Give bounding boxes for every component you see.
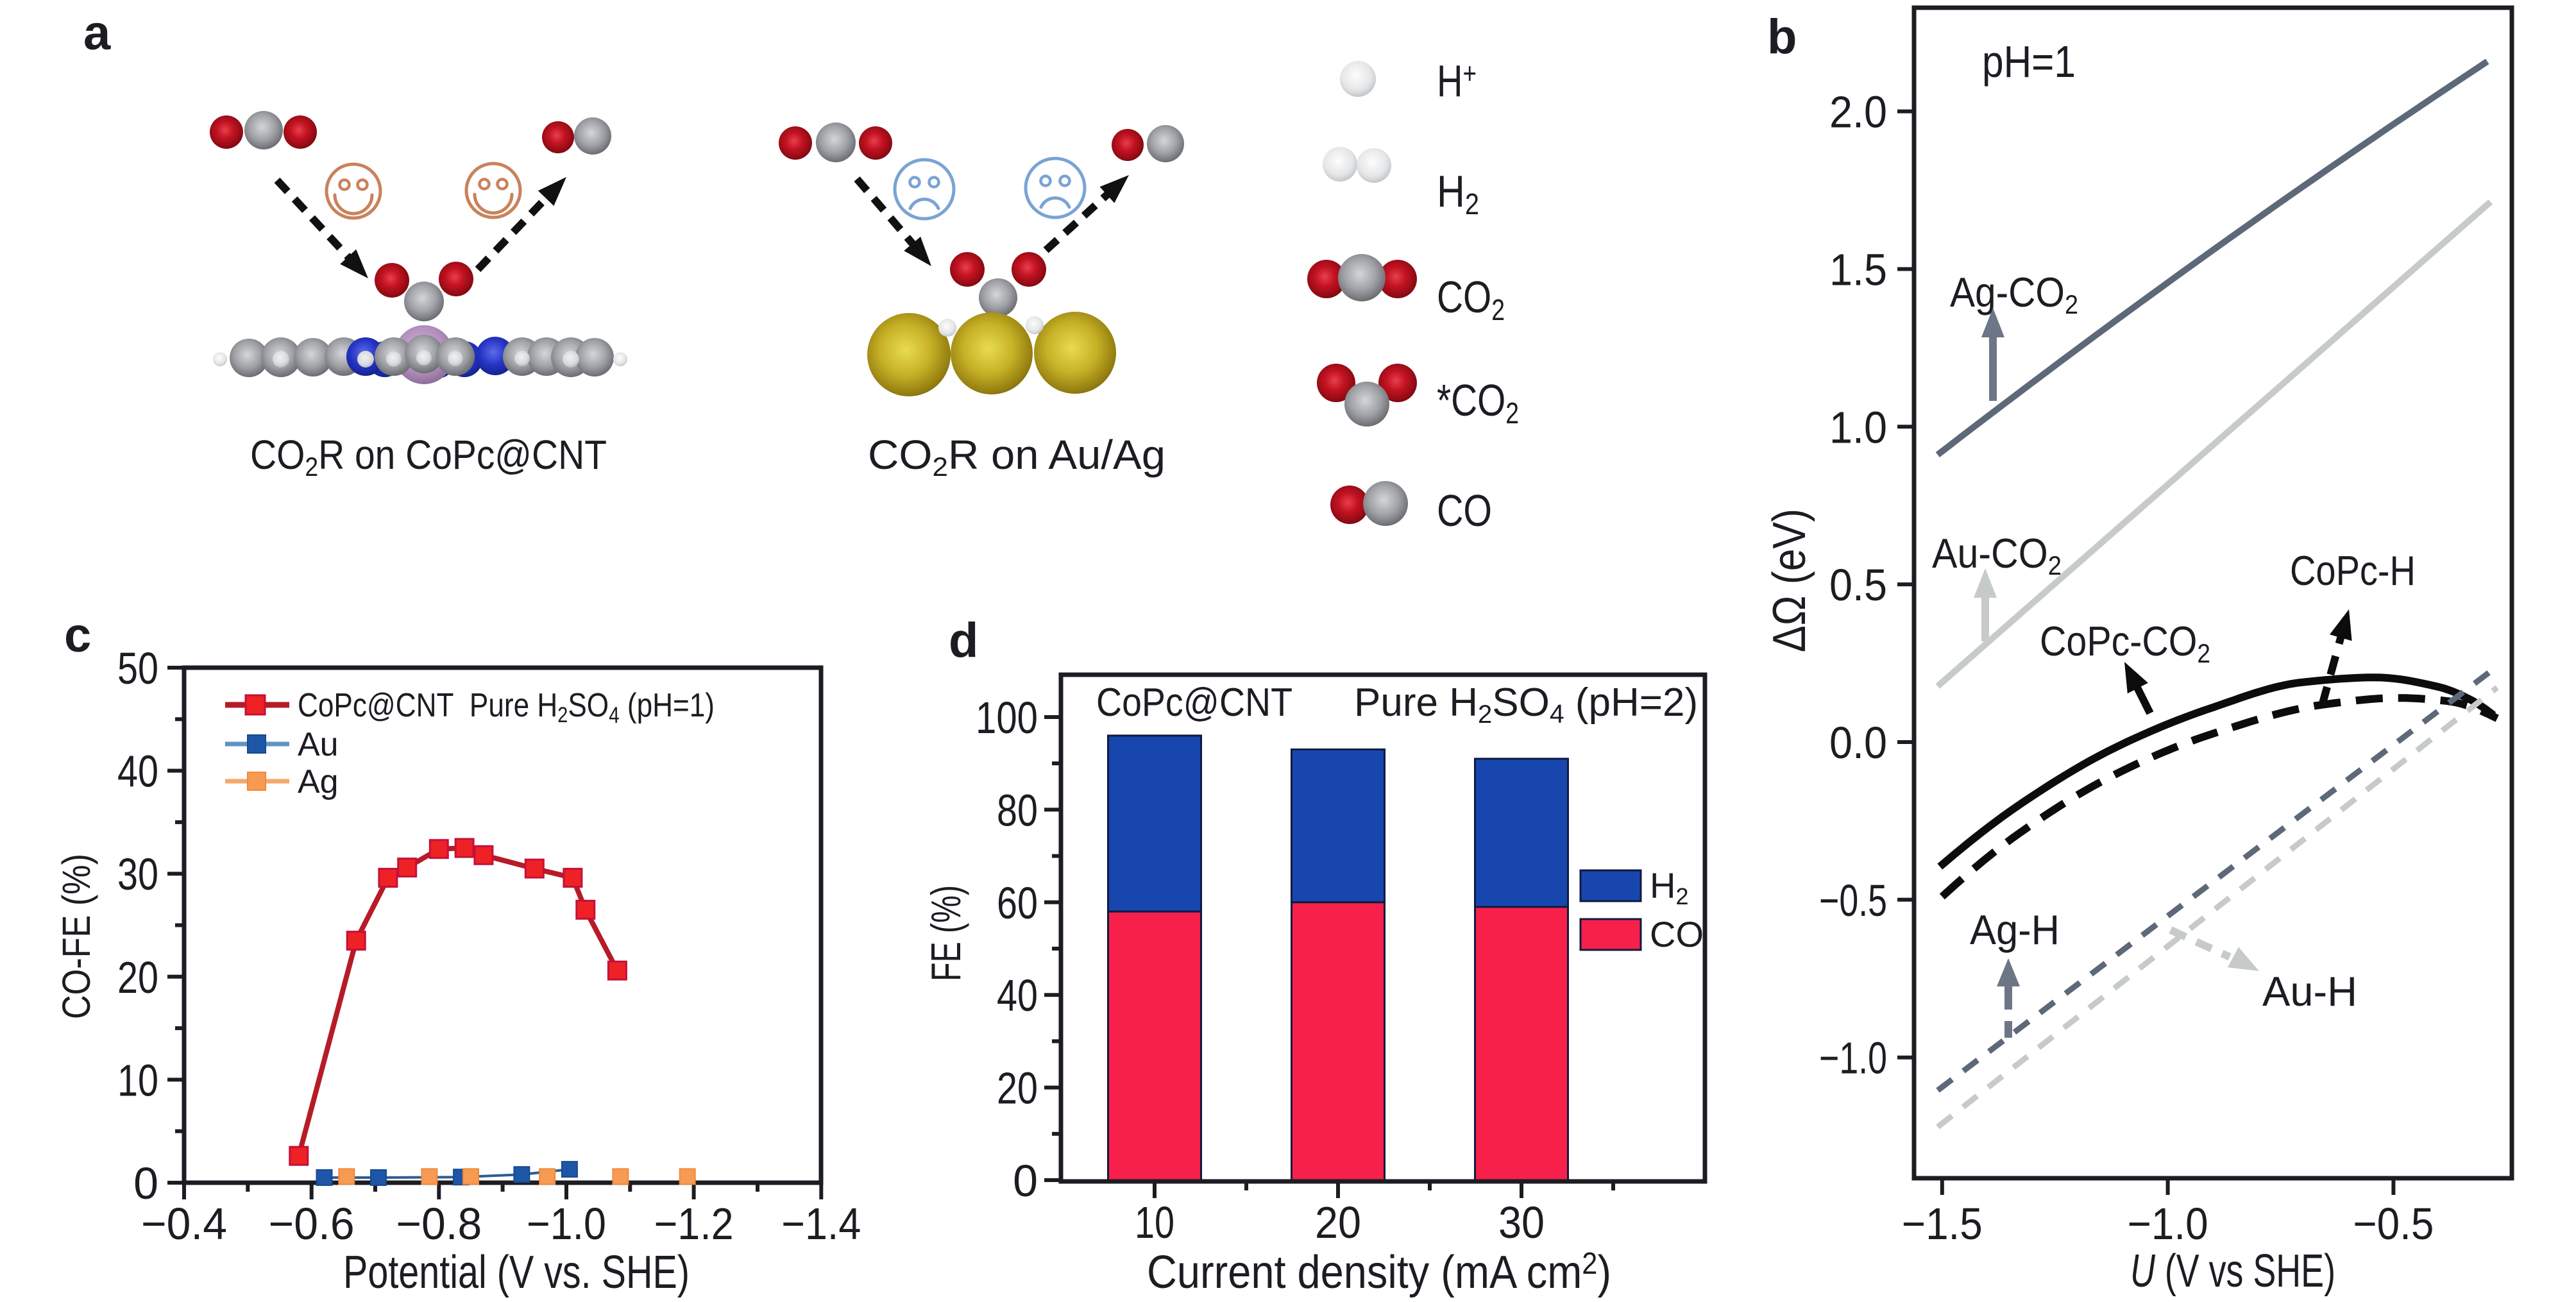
svg-text:Au-H: Au-H xyxy=(2262,968,2357,1015)
svg-text:40: 40 xyxy=(997,970,1038,1020)
svg-text:60: 60 xyxy=(997,878,1038,928)
svg-text:*CO2: *CO2 xyxy=(1437,375,1519,430)
svg-text:CoPc@CNT Pure H2SO4 (pH=1): CoPc@CNT Pure H2SO4 (pH=1) xyxy=(298,687,715,728)
svg-text:CoPc-H: CoPc-H xyxy=(2290,547,2416,594)
svg-text:pH=1: pH=1 xyxy=(1982,37,2076,87)
svg-text:20: 20 xyxy=(997,1063,1038,1113)
svg-text:CoPc-CO2: CoPc-CO2 xyxy=(2040,618,2210,668)
svg-text:a: a xyxy=(83,6,111,60)
svg-text:CO: CO xyxy=(1650,914,1704,954)
svg-text:−0.6: −0.6 xyxy=(269,1199,355,1249)
svg-text:Potential (V vs. SHE): Potential (V vs. SHE) xyxy=(343,1247,690,1298)
svg-text:Ag-CO2: Ag-CO2 xyxy=(1950,269,2078,319)
svg-text:CoPc@CNT: CoPc@CNT xyxy=(1096,681,1292,725)
svg-text:1.0: 1.0 xyxy=(1829,402,1887,452)
svg-text:−1.0: −1.0 xyxy=(1819,1033,1887,1083)
svg-text:Pure H2SO4 (pH=2): Pure H2SO4 (pH=2) xyxy=(1354,681,1698,729)
svg-text:80: 80 xyxy=(997,785,1038,835)
svg-text:0: 0 xyxy=(1013,1156,1038,1206)
svg-text:50: 50 xyxy=(117,643,158,693)
svg-text:c: c xyxy=(64,608,91,663)
svg-text:−0.8: −0.8 xyxy=(396,1199,482,1249)
svg-text:−1.0: −1.0 xyxy=(2128,1199,2208,1249)
svg-text:0: 0 xyxy=(133,1158,158,1208)
svg-text:−0.5: −0.5 xyxy=(1819,875,1887,926)
svg-text:ΔΩ (eV): ΔΩ (eV) xyxy=(1764,509,1815,652)
svg-text:Current density (mA cm2): Current density (mA cm2) xyxy=(1147,1247,1611,1298)
svg-text:CO2R on CoPc@CNT: CO2R on CoPc@CNT xyxy=(250,432,607,482)
svg-text:30: 30 xyxy=(117,849,158,899)
svg-text:H2: H2 xyxy=(1437,166,1479,221)
svg-text:−0.5: −0.5 xyxy=(2353,1199,2434,1249)
svg-text:0.5: 0.5 xyxy=(1829,560,1887,610)
svg-text:0.0: 0.0 xyxy=(1829,718,1887,768)
svg-text:CO: CO xyxy=(1437,486,1492,536)
svg-text:−1.0: −1.0 xyxy=(527,1199,606,1249)
svg-text:Ag-H: Ag-H xyxy=(1970,906,2060,953)
svg-text:−1.5: −1.5 xyxy=(1902,1199,1983,1249)
svg-text:100: 100 xyxy=(976,693,1038,743)
svg-text:−1.2: −1.2 xyxy=(654,1199,734,1249)
svg-text:20: 20 xyxy=(117,952,158,1002)
svg-text:Ag: Ag xyxy=(298,763,339,800)
svg-text:Au: Au xyxy=(298,726,339,763)
svg-text:1.5: 1.5 xyxy=(1829,244,1887,294)
svg-text:−1.4: −1.4 xyxy=(781,1199,861,1249)
svg-text:20: 20 xyxy=(1315,1197,1361,1247)
svg-text:Au-CO2: Au-CO2 xyxy=(1932,530,2062,580)
svg-text:40: 40 xyxy=(117,747,158,797)
svg-text:30: 30 xyxy=(1498,1197,1545,1247)
svg-text:U (V vs SHE): U (V vs SHE) xyxy=(2130,1246,2335,1297)
svg-text:FE (%): FE (%) xyxy=(922,885,969,981)
svg-text:CO2R on Au/Ag: CO 2R on Au/Ag xyxy=(868,432,1165,482)
svg-text:−0.4: −0.4 xyxy=(141,1199,227,1249)
svg-text:10: 10 xyxy=(1135,1197,1174,1247)
svg-text:2.0: 2.0 xyxy=(1829,87,1887,137)
svg-text:10: 10 xyxy=(117,1055,158,1105)
svg-text:b: b xyxy=(1767,10,1797,64)
svg-text:CO-FE (%): CO-FE (%) xyxy=(55,854,98,1019)
svg-text:d: d xyxy=(949,613,978,668)
